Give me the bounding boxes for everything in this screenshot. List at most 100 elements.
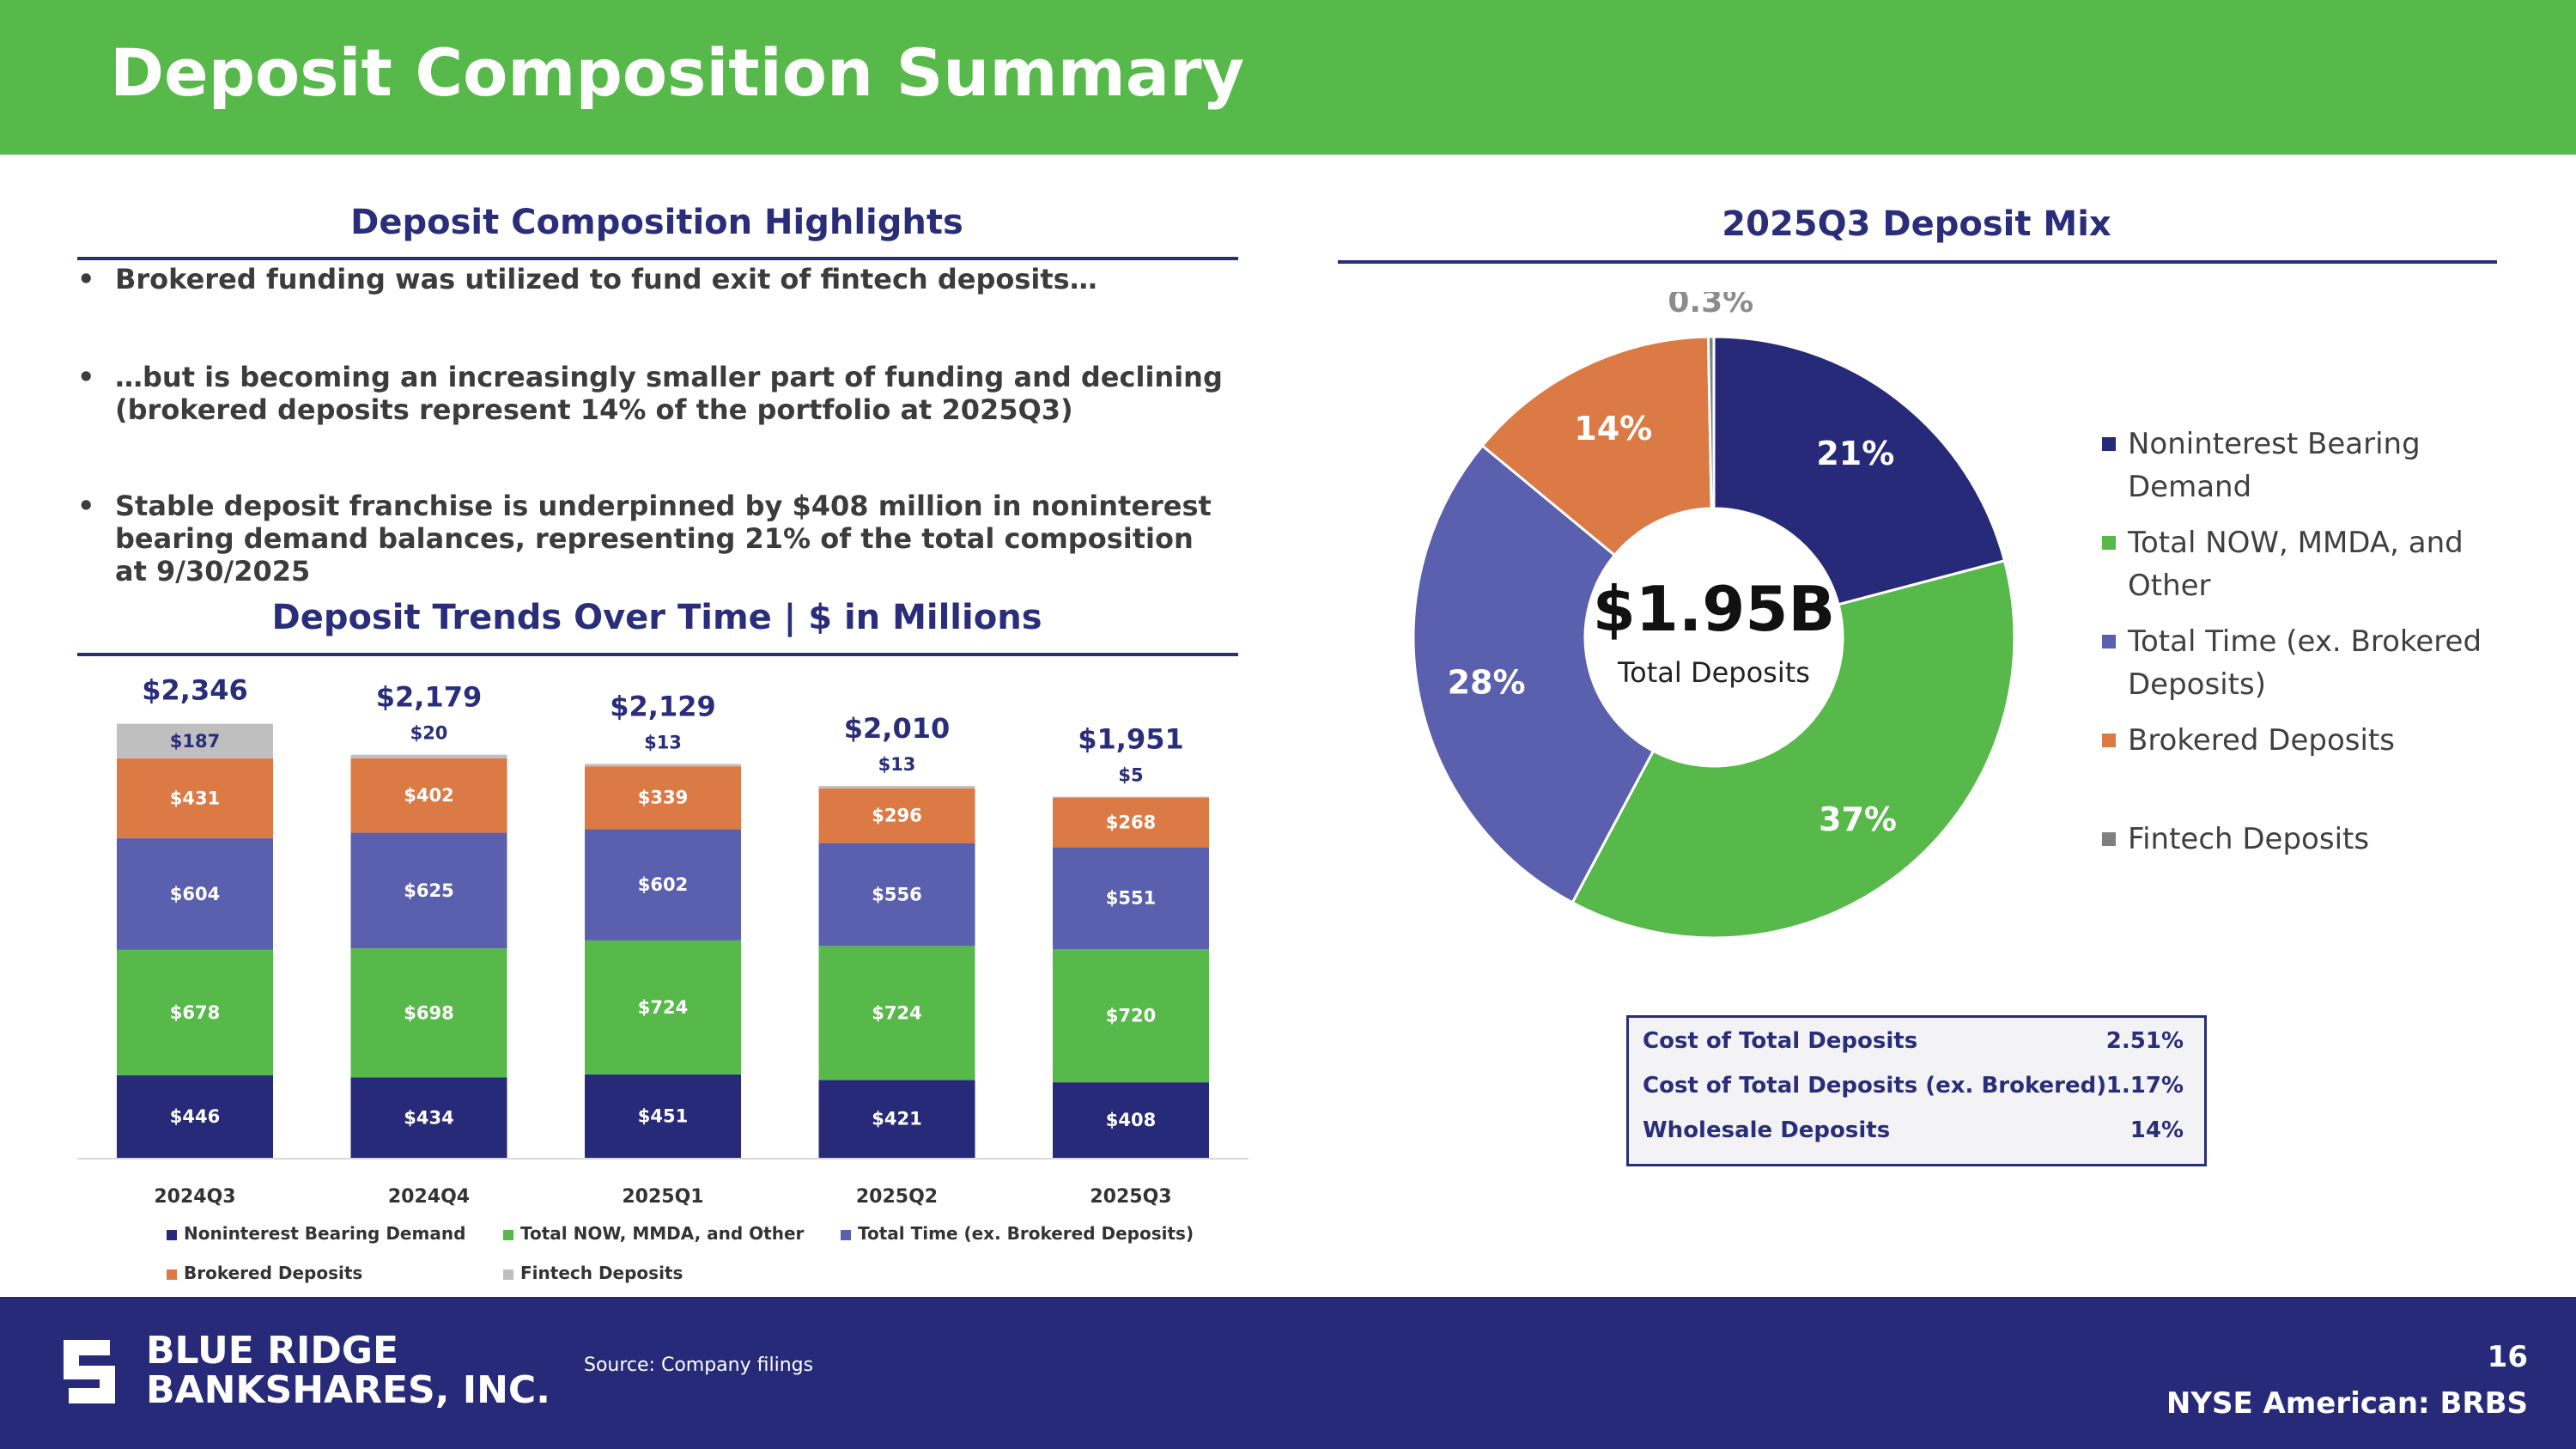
cost-row: Cost of Total Deposits 2.51% (1643, 1028, 2192, 1054)
bar-value-label: $720 (1106, 1006, 1156, 1026)
bar-value-label: $20 (410, 723, 448, 744)
bar-segment-total-now-mmda-and-other-2025Q3 (1053, 949, 1209, 1083)
bar-value-label: $187 (170, 731, 220, 752)
bullet-text: Brokered funding was utilized to fund ex… (115, 263, 1097, 295)
pie-slice-total-time-ex-brokered-deposits- (1412, 443, 1656, 904)
legend-label: Brokered Deposits (184, 1263, 363, 1283)
bar-segment-total-time-ex-brokered-deposits--2024Q3 (117, 837, 273, 950)
legend-fintech: Fintech Deposits (503, 1263, 683, 1283)
donut-center-label: Total Deposits (1617, 656, 1810, 689)
legend-swatch (503, 1229, 513, 1240)
legend-label: Fintech Deposits (520, 1263, 683, 1283)
legend-brokered: Brokered Deposits (167, 1263, 362, 1283)
pie-legend-now: Total NOW, MMDA, and Other (2102, 521, 2549, 607)
deposit-trends-chart: $446 $678 $604 $431 $187 $2,346 2024Q3 $434 $698… (77, 674, 1249, 1208)
bar-total-label: $2,010 (844, 712, 950, 745)
ticker: NYSE American: BRBS (2166, 1386, 2528, 1421)
bullet-text: …but is becoming an increasingly smaller… (115, 361, 1223, 426)
bullet-1: • Brokered funding was utilized to fund … (77, 263, 1228, 295)
pie-legend-time: Total Time (ex. Brokered Deposits) (2102, 620, 2549, 706)
logo-line-1: BLUE RIDGE (146, 1329, 399, 1373)
legend-label: Brokered Deposits (2128, 723, 2395, 758)
bar-value-label: $5 (1118, 765, 1143, 786)
pie-value-label: 14% (1574, 410, 1652, 447)
pie-legend-fintech: Fintech Deposits (2102, 818, 2549, 861)
cost-value: 1.17% (2105, 1073, 2184, 1099)
trends-rule (77, 653, 1238, 656)
bar-total-label: $1,951 (1078, 723, 1183, 756)
bar-segment-total-now-mmda-and-other-2025Q1 (585, 940, 741, 1075)
bar-segment-fintech-deposits-2025Q3 (1053, 796, 1209, 798)
pie-value-label: 28% (1448, 663, 1526, 701)
bar-value-label: $602 (638, 874, 688, 895)
cost-table: Cost of Total Deposits 2.51% Cost of Tot… (1626, 1015, 2207, 1166)
bar-segment-noninterest-bearing-demand-2025Q2 (818, 1080, 975, 1158)
bar-value-label: $431 (170, 788, 220, 808)
bar-value-label: $625 (404, 880, 453, 901)
cost-row: Cost of Total Deposits (ex. Brokered) 1.… (1643, 1073, 2192, 1099)
bar-value-label: $13 (644, 732, 682, 752)
legend-swatch (2102, 832, 2116, 846)
legend-label: Total NOW, MMDA, and Other (520, 1223, 805, 1244)
bar-value-label: $13 (878, 754, 916, 775)
x-tick-label: 2025Q3 (1090, 1186, 1171, 1208)
legend-label: Total NOW, MMDA, and Other (2128, 526, 2464, 603)
pie-value-label: 0.3% (1668, 292, 1753, 320)
bar-segment-total-now-mmda-and-other-2025Q2 (818, 946, 975, 1081)
bar-segment-total-time-ex-brokered-deposits--2025Q3 (1053, 847, 1209, 950)
legend-label: Total Time (ex. Brokered Deposits) (2128, 624, 2482, 702)
trends-heading: Deposit Trends Over Time | $ in Millions (271, 598, 1042, 637)
x-tick-label: 2024Q3 (154, 1186, 235, 1208)
bullet-dot: • (77, 490, 95, 522)
bar-segment-brokered-deposits-2024Q4 (350, 758, 507, 833)
pie-value-label: 21% (1816, 435, 1894, 472)
bar-segment-total-time-ex-brokered-deposits--2025Q2 (818, 843, 975, 947)
pie-slice-fintech-deposits (1706, 335, 1716, 510)
bullet-3: • Stable deposit franchise is underpinne… (77, 490, 1228, 588)
bullet-dot: • (77, 263, 95, 295)
bar-segment-fintech-deposits-2025Q2 (818, 786, 975, 788)
bar-segment-fintech-deposits-2024Q3 (117, 723, 273, 758)
legend-swatch (2102, 536, 2116, 550)
x-tick-label: 2025Q1 (622, 1186, 703, 1208)
legend-nib: Noninterest Bearing Demand (167, 1223, 465, 1244)
bullet-2: • …but is becoming an increasingly small… (77, 361, 1228, 426)
legend-label: Fintech Deposits (2128, 822, 2370, 856)
pie-slice-total-now-mmda-and-other (1571, 558, 2016, 940)
cost-label: Cost of Total Deposits (ex. Brokered) (1643, 1073, 2107, 1099)
bar-value-label: $421 (872, 1109, 921, 1129)
bar-value-label: $724 (638, 997, 688, 1018)
bar-value-label: $339 (638, 788, 688, 808)
cost-value: 2.51% (2105, 1028, 2184, 1054)
bar-value-label: $296 (872, 806, 921, 826)
bar-total-label: $2,179 (376, 681, 482, 714)
source-note: Source: Company filings (584, 1355, 814, 1376)
legend-now: Total NOW, MMDA, and Other (503, 1223, 804, 1244)
bar-segment-noninterest-bearing-demand-2024Q3 (117, 1075, 273, 1158)
mix-rule (1338, 260, 2497, 264)
bar-value-label: $408 (1106, 1110, 1156, 1130)
legend-label: Noninterest Bearing Demand (184, 1223, 466, 1244)
bar-segment-total-now-mmda-and-other-2024Q4 (350, 948, 507, 1078)
bar-value-label: $446 (170, 1106, 220, 1127)
bar-segment-brokered-deposits-2024Q3 (117, 758, 273, 838)
pie-legend-brokered: Brokered Deposits (2102, 719, 2549, 762)
bar-total-label: $2,346 (142, 674, 247, 707)
x-tick-label: 2024Q4 (388, 1186, 470, 1208)
bar-value-label: $724 (872, 1002, 921, 1023)
company-logo-text: BLUE RIDGE BANKSHARES, INC. (146, 1331, 550, 1410)
bar-value-label: $604 (170, 884, 220, 904)
pie-slice-noninterest-bearing-demand (1712, 335, 2007, 606)
legend-swatch (2102, 635, 2116, 648)
header-bar (0, 0, 2576, 155)
page-title: Deposit Composition Summary (110, 34, 1245, 111)
legend-swatch (167, 1229, 177, 1240)
legend-swatch (2102, 734, 2116, 747)
bar-segment-total-time-ex-brokered-deposits--2024Q4 (350, 832, 507, 949)
bar-segment-fintech-deposits-2025Q1 (585, 764, 741, 767)
legend-swatch (841, 1229, 851, 1240)
bar-segment-noninterest-bearing-demand-2025Q3 (1053, 1082, 1209, 1158)
bar-segment-brokered-deposits-2025Q2 (818, 788, 975, 843)
pie-slice-brokered-deposits (1480, 335, 1713, 557)
bar-value-label: $402 (404, 785, 453, 806)
